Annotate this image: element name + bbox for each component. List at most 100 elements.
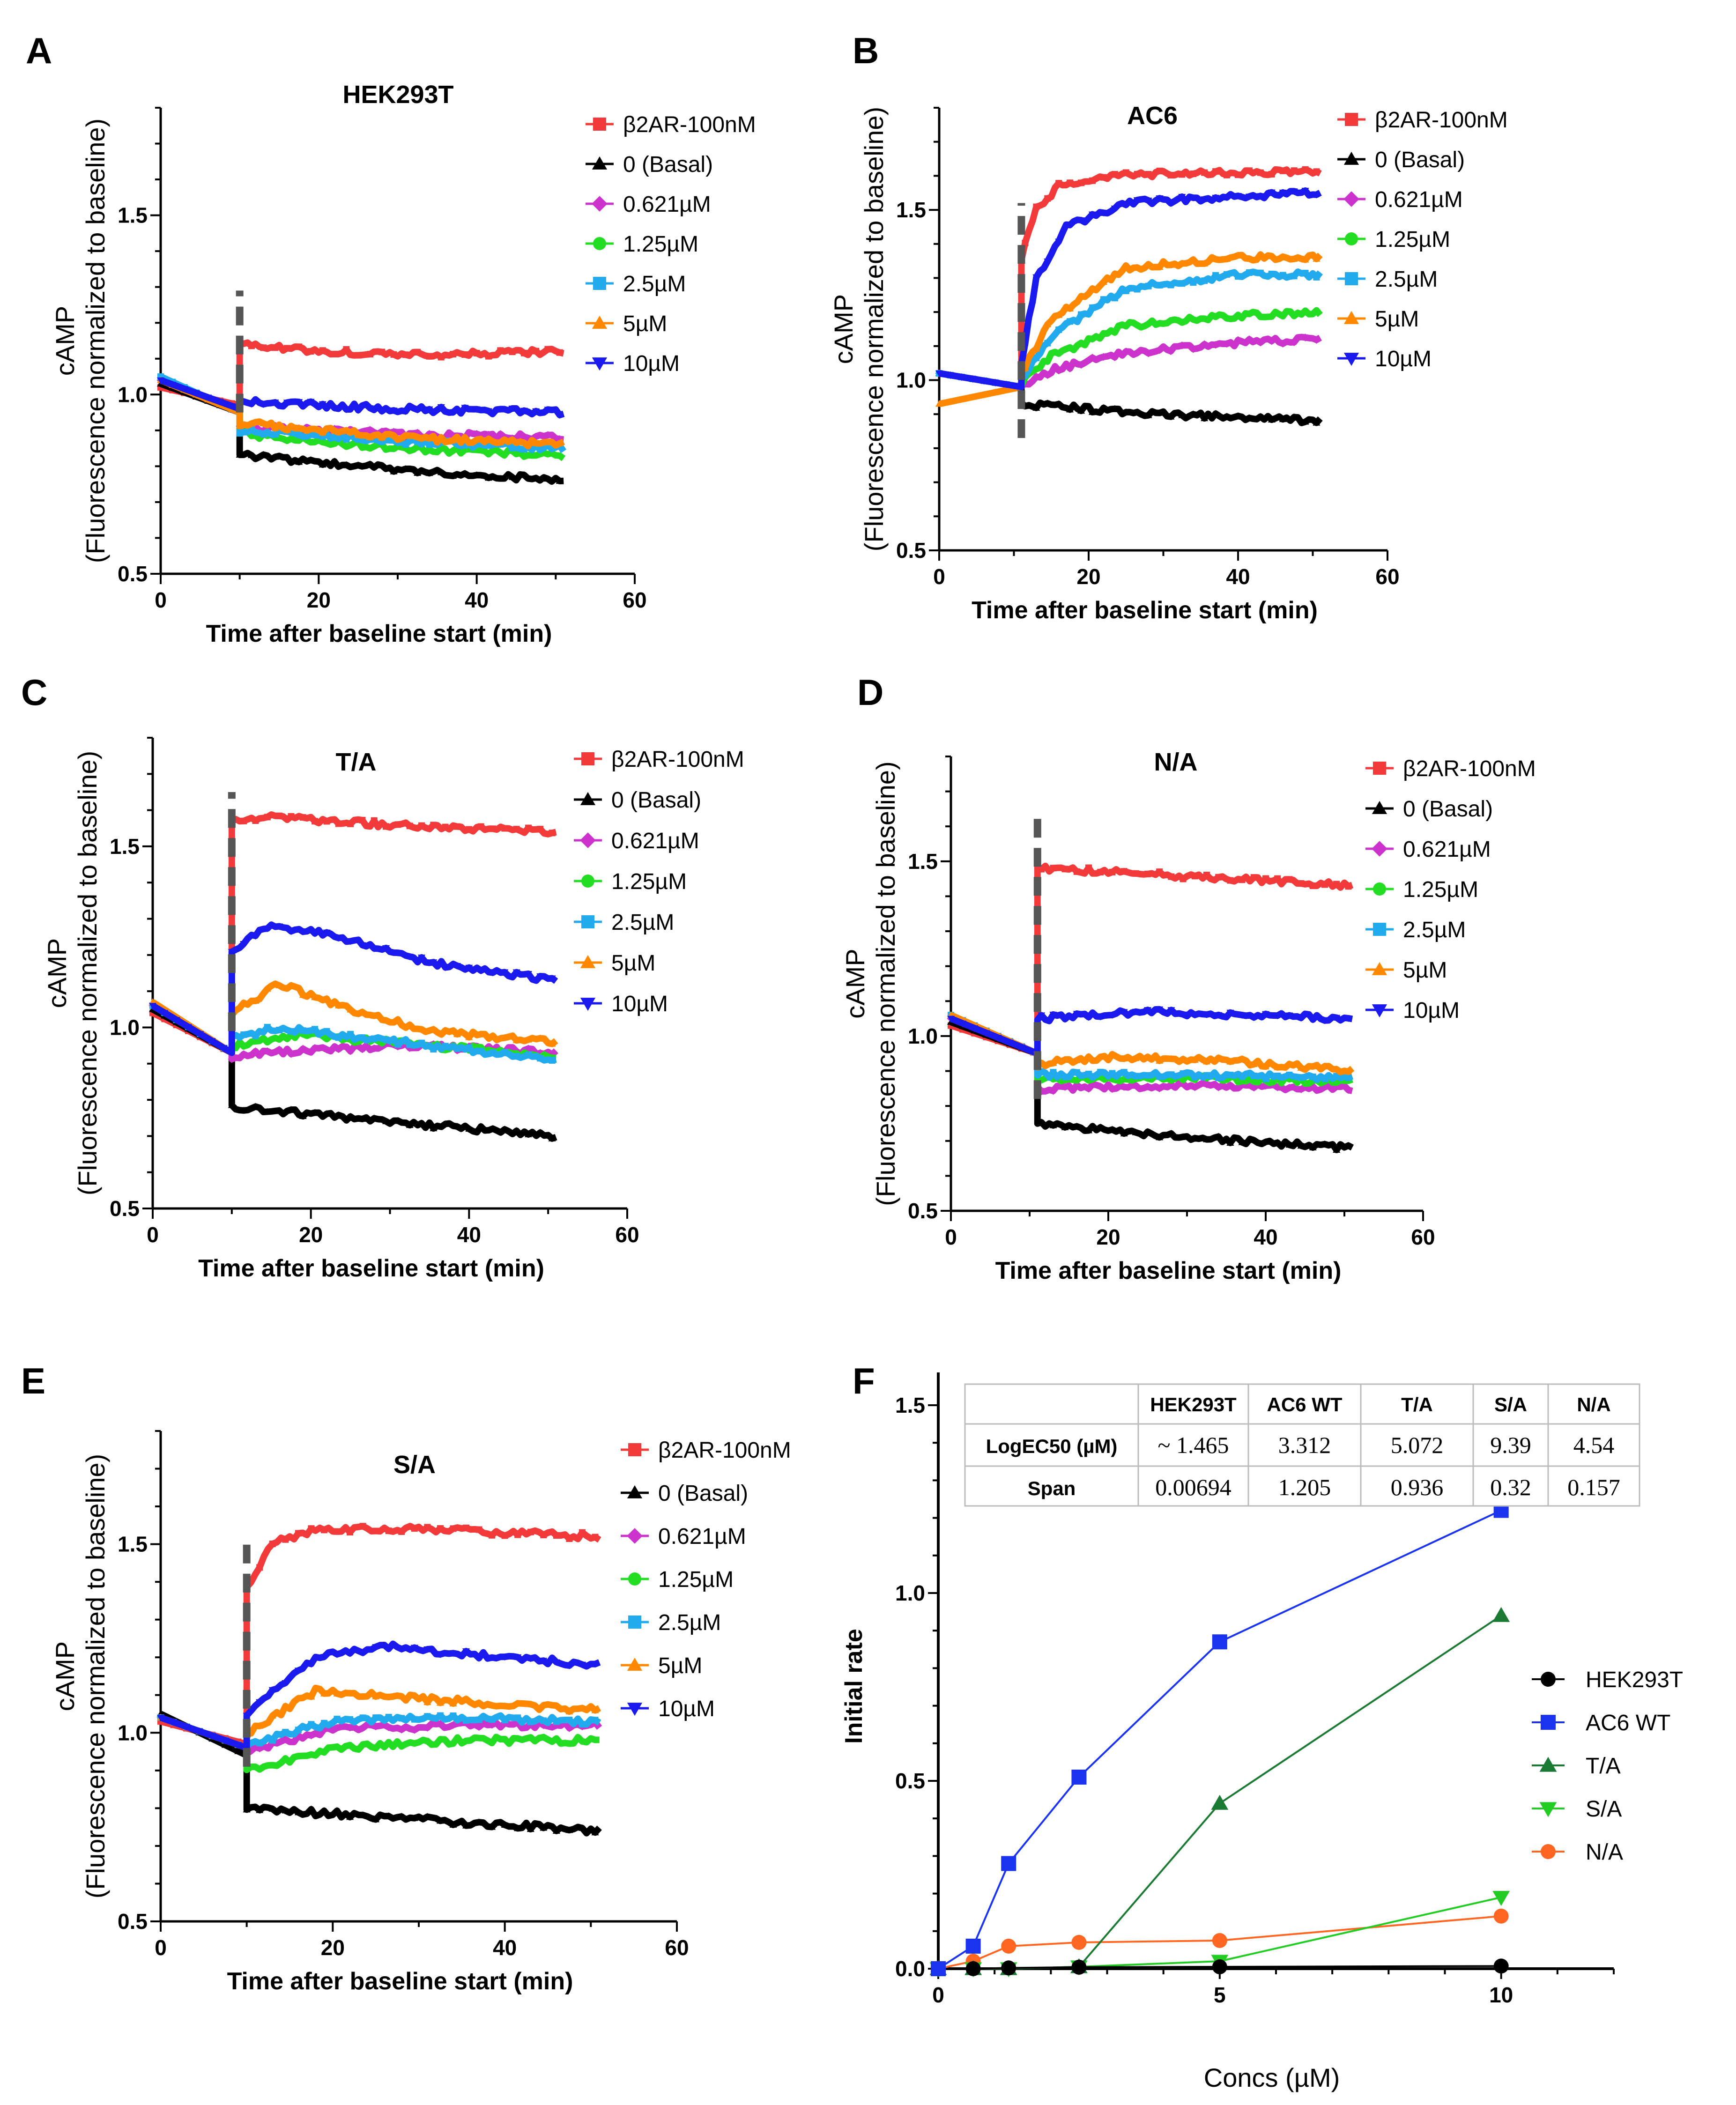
series-0 <box>157 339 564 409</box>
data-point <box>414 407 422 414</box>
data-point <box>276 1027 283 1034</box>
data-point <box>320 1720 327 1727</box>
table-cell: Span <box>1028 1477 1076 1499</box>
data-point <box>1089 335 1096 342</box>
data-point <box>489 825 496 832</box>
data-point <box>509 445 516 452</box>
data-point <box>425 434 433 441</box>
data-point <box>1033 365 1040 372</box>
legend-label: 2.5µM <box>623 272 686 296</box>
data-point <box>320 1725 328 1733</box>
data-point <box>1066 406 1074 413</box>
data-point <box>1032 372 1040 381</box>
table-cell: 0.157 <box>1567 1474 1620 1500</box>
data-point <box>430 959 438 966</box>
data-point <box>263 1108 271 1115</box>
data-point <box>1279 167 1286 174</box>
data-point <box>1285 1141 1293 1148</box>
data-point <box>294 1668 302 1675</box>
data-point <box>477 823 484 830</box>
data-point <box>1214 1083 1223 1091</box>
x-tick-label: 60 <box>1411 1225 1435 1249</box>
x-tick-label: 60 <box>1375 564 1399 589</box>
data-point <box>401 408 409 415</box>
data-point <box>969 376 977 383</box>
parameter-table: HEK293T AC6 WT T/A S/A N/A LogEC50 (µM) ~ 1.46… <box>964 1383 1640 1507</box>
data-point <box>1180 875 1187 882</box>
data-point <box>1203 872 1210 879</box>
legend-label: 1.25µM <box>1375 227 1450 252</box>
data-point <box>333 1690 341 1697</box>
data-point <box>366 426 374 434</box>
data-point <box>449 409 457 416</box>
legend-marker <box>1345 113 1358 126</box>
data-point <box>1321 1017 1329 1024</box>
data-point <box>282 1755 289 1762</box>
data-point <box>283 400 291 407</box>
data-point <box>1120 1130 1128 1137</box>
data-point <box>269 1540 276 1547</box>
data-point <box>426 353 433 360</box>
legend-label: 0.621µM <box>611 829 699 853</box>
data-point <box>1155 1084 1164 1092</box>
y-tick-label: 0.5 <box>110 1196 140 1221</box>
x-axis-title: Time after baseline start (min) <box>972 597 1318 624</box>
data-point <box>1132 1054 1140 1061</box>
data-point <box>323 818 330 825</box>
data-point <box>1167 1007 1175 1014</box>
data-point <box>1190 170 1197 178</box>
data-point <box>236 430 243 437</box>
data-point <box>957 374 965 381</box>
data-point <box>252 997 260 1004</box>
data-point <box>1133 349 1142 357</box>
data-point <box>247 420 256 427</box>
data-point <box>537 826 544 833</box>
legend-marker <box>580 832 596 848</box>
legend-marker <box>592 357 608 371</box>
data-point <box>252 1047 260 1055</box>
data-point <box>1191 873 1198 880</box>
y-axis-subtitle: (Fluorescence normalized to baseline) <box>859 107 889 551</box>
data-point <box>1345 1074 1352 1081</box>
data-point <box>1212 1933 1227 1948</box>
legend-marker <box>1372 962 1387 975</box>
data-point <box>1134 170 1141 178</box>
data-point <box>1268 313 1275 320</box>
data-point <box>333 1724 341 1732</box>
data-point <box>282 1807 289 1814</box>
data-point <box>475 1526 482 1533</box>
data-point <box>342 461 350 468</box>
data-point <box>1203 1072 1210 1079</box>
data-point <box>1144 349 1152 357</box>
series-line <box>151 1006 557 1142</box>
data-point <box>1246 269 1253 276</box>
series-T/A <box>929 1607 1510 1975</box>
data-point <box>370 1044 378 1052</box>
data-point <box>1156 346 1164 354</box>
data-point <box>524 1045 533 1053</box>
data-point <box>1071 1935 1087 1950</box>
data-point <box>1215 874 1222 881</box>
panel-title: S/A <box>393 1451 436 1479</box>
data-point <box>565 1708 573 1715</box>
data-point <box>1321 1075 1328 1082</box>
data-point <box>1201 259 1209 267</box>
series-AC6 WT <box>931 1503 1509 1976</box>
data-point <box>579 1738 586 1745</box>
data-point <box>556 412 564 419</box>
data-point <box>307 399 315 406</box>
y-tick-label: 1.5 <box>110 834 140 859</box>
legend-marker <box>1343 311 1359 324</box>
data-point <box>1226 1009 1234 1016</box>
data-point <box>501 1532 508 1539</box>
data-point <box>1298 880 1305 887</box>
data-point <box>544 438 552 445</box>
data-point <box>513 1052 520 1060</box>
data-point <box>334 1111 342 1118</box>
data-point <box>275 923 283 930</box>
panel-c: C 0.5 1.0 1.5 0 20 40 60 Time after baseline sta… <box>21 672 744 1282</box>
data-point <box>1344 1141 1352 1149</box>
series-line <box>151 921 558 1056</box>
legend-marker <box>593 237 606 250</box>
data-point <box>282 1728 289 1735</box>
